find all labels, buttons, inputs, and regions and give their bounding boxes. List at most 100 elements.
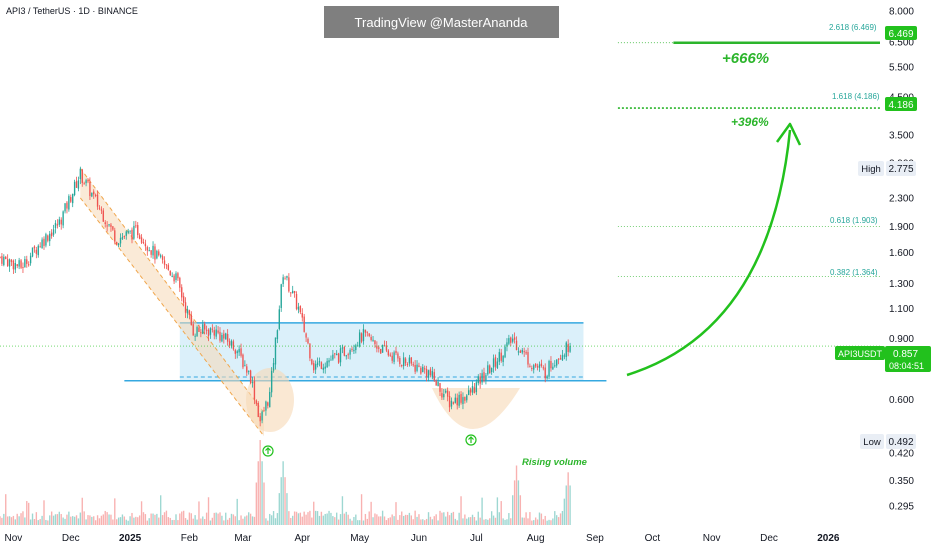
volume-bar: [454, 518, 456, 525]
candle-body: [263, 410, 265, 412]
time-tick-label: 2026: [817, 533, 840, 544]
volume-bar: [274, 518, 277, 525]
volume-bar: [246, 515, 248, 525]
symbol-title[interactable]: API3 / TetherUS · 1D · BINANCE: [6, 6, 138, 16]
candle-body: [534, 363, 537, 367]
volume-bar: [1, 517, 3, 525]
candle-body: [175, 273, 177, 280]
candle-body: [20, 260, 22, 268]
candle-body: [303, 316, 305, 332]
candle-body: [468, 390, 470, 396]
volume-bar: [567, 472, 569, 525]
candle-body: [110, 224, 112, 227]
candle-body: [246, 366, 248, 373]
volume-bar: [355, 514, 357, 525]
volume-bar: [556, 515, 558, 525]
volume-bar: [85, 519, 87, 525]
volume-bar: [393, 516, 395, 525]
time-tick-label: Dec: [62, 533, 80, 544]
volume-bar: [349, 518, 351, 525]
candle-body: [569, 346, 571, 352]
candle-body: [349, 349, 351, 355]
candle-body: [456, 397, 458, 406]
volume-bar: [10, 517, 13, 525]
volume-bar: [133, 517, 135, 525]
volume-bar: [58, 511, 60, 525]
volume-bar: [137, 517, 139, 525]
candle-body: [182, 296, 185, 303]
volume-bar: [251, 516, 254, 525]
watermark-text: TradingView @MasterAnanda: [355, 15, 529, 30]
candle-body: [123, 236, 126, 238]
volume-bar: [242, 518, 244, 525]
candle-body: [22, 266, 24, 268]
volume-bar: [217, 513, 219, 525]
candle-body: [450, 400, 453, 407]
volume-bar: [190, 513, 192, 525]
volume-bar: [519, 495, 522, 525]
candle-body: [519, 350, 522, 353]
candle-body: [548, 361, 550, 377]
candle-body: [393, 352, 395, 362]
watermark-box: [324, 6, 559, 38]
volume-bar: [104, 510, 106, 525]
volume-bar: [330, 512, 332, 525]
price-tick-label: 2.300: [889, 193, 914, 204]
candle-body: [73, 181, 76, 196]
volume-bar: [270, 515, 273, 525]
downtrend-channel: [80, 168, 264, 437]
volume-bar: [297, 513, 300, 525]
volume-bar: [368, 511, 370, 525]
candle-body: [441, 393, 443, 398]
candle-body: [257, 402, 259, 418]
candle-body: [66, 202, 68, 209]
candle-body: [24, 259, 26, 268]
volume-bar: [70, 516, 72, 525]
volume-bar: [37, 520, 39, 525]
candle-body: [466, 395, 468, 401]
target-666-label: +666%: [722, 50, 769, 67]
volume-bar: [341, 496, 344, 525]
volume-bar: [8, 516, 11, 525]
volume-bar: [112, 519, 114, 525]
volume-bar: [28, 502, 30, 525]
time-tick-label: Nov: [703, 533, 721, 544]
volume-bar: [202, 516, 204, 525]
volume-bar: [473, 517, 476, 525]
price-tick-label: 0.600: [889, 395, 914, 406]
candle-body: [96, 194, 99, 207]
candle-body: [406, 364, 409, 366]
candle-body: [410, 357, 412, 364]
time-axis[interactable]: Nov Dec 2025 Feb Mar Apr May Jun Jul Aug Sep Oct Nov…: [4, 533, 839, 544]
candle-body: [269, 391, 271, 408]
volume-bar: [91, 516, 93, 525]
candle-body: [93, 191, 95, 195]
volume-bar: [226, 519, 229, 525]
volume-bar: [490, 511, 493, 525]
volume-bar: [146, 520, 148, 525]
volume-bar: [173, 519, 175, 525]
volume-bar: [448, 515, 451, 525]
candle-body: [62, 211, 64, 226]
volume-bar: [24, 517, 26, 525]
volume-bar: [559, 513, 562, 525]
candle-body: [219, 331, 221, 341]
volume-bar: [387, 518, 390, 525]
volume-bar: [5, 494, 7, 525]
volume-bar: [533, 520, 535, 525]
candle-body: [471, 386, 474, 393]
candle-body: [181, 287, 183, 298]
volume-bar: [324, 513, 326, 525]
candle-body: [288, 277, 290, 292]
volume-bar: [127, 520, 129, 525]
candle-body: [351, 348, 353, 350]
volume-bar: [468, 517, 470, 525]
volume-bar: [167, 517, 170, 525]
candle-body: [114, 230, 116, 242]
candle-body: [337, 353, 340, 363]
price-tick-label: 1.300: [889, 279, 914, 290]
volume-bar: [100, 515, 103, 525]
candle-body: [163, 260, 166, 265]
volume-bar: [408, 512, 411, 525]
